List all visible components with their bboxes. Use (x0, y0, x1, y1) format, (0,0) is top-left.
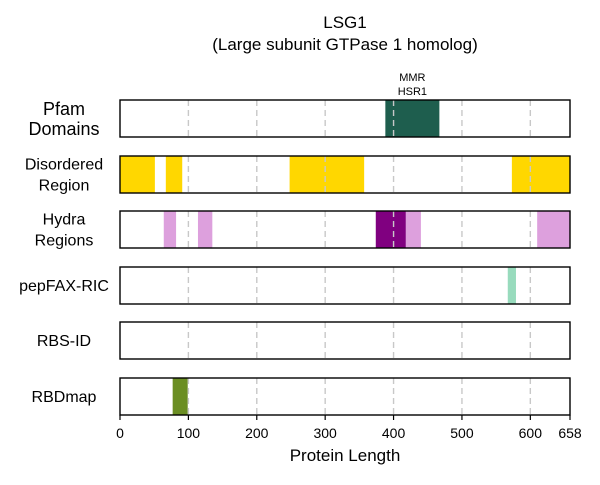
feature-segment (172, 378, 188, 415)
chart-title: LSG1 (323, 13, 366, 32)
track-label-line: Regions (35, 233, 94, 250)
x-tick-label: 400 (382, 425, 406, 441)
track-label: pepFAX-RIC (19, 278, 109, 295)
track-4: RBS-ID (37, 321, 571, 360)
track-0: Pfam Domains MMR HSR1 (28, 72, 571, 139)
feature-segment (163, 211, 177, 248)
x-tick-label: 0 (116, 425, 124, 441)
track-5: RBDmap (32, 377, 571, 416)
track-label: Disordered Region (25, 157, 103, 195)
domain-annotation: MMR (399, 72, 425, 84)
tracks-layer: Pfam Domains MMR HSR1 Disordered Region Hydra R… (19, 72, 571, 416)
track-2: Hydra Regions (35, 210, 571, 250)
track-label-line: Pfam (43, 99, 85, 119)
x-tick-label: 600 (519, 425, 543, 441)
feature-segment (511, 156, 570, 193)
x-axis: 0 100 200 300 400 500 600 658 (116, 415, 582, 441)
feature-segment (289, 156, 365, 193)
feature-segment (165, 156, 183, 193)
track-label-line: RBDmap (32, 389, 97, 406)
track-frame (119, 321, 571, 360)
x-tick-label: 500 (450, 425, 474, 441)
feature-segment (120, 156, 155, 193)
x-axis-label: Protein Length (290, 446, 401, 465)
x-tick-label: 658 (558, 425, 582, 441)
track-frame (119, 377, 571, 416)
feature-segment (197, 211, 213, 248)
track-frame (119, 266, 571, 305)
track-label: Hydra Regions (35, 212, 94, 250)
track-frame (119, 99, 571, 138)
track-label: RBS-ID (37, 333, 91, 350)
x-tick-label: 100 (177, 425, 201, 441)
track-3: pepFAX-RIC (19, 266, 571, 305)
feature-segment (507, 267, 516, 304)
track-label-line: RBS-ID (37, 333, 91, 350)
track-label: RBDmap (32, 389, 97, 406)
track-label-line: Hydra (43, 212, 86, 229)
track-label-line: Domains (28, 119, 99, 139)
feature-segment (405, 211, 421, 248)
x-tick-label: 200 (245, 425, 269, 441)
track-frame (119, 155, 571, 194)
x-tick-label: 300 (313, 425, 337, 441)
domain-annotation: HSR1 (398, 86, 427, 98)
track-frame (119, 210, 571, 249)
track-label: Pfam Domains (28, 99, 99, 139)
track-label-line: Disordered (25, 157, 103, 174)
track-label-line: pepFAX-RIC (19, 278, 109, 295)
track-label-line: Region (39, 178, 90, 195)
chart-subtitle: (Large subunit GTPase 1 homolog) (212, 35, 478, 54)
track-1: Disordered Region (25, 155, 571, 195)
feature-segment (375, 211, 406, 248)
feature-segment (385, 100, 440, 137)
feature-segment (537, 211, 570, 248)
